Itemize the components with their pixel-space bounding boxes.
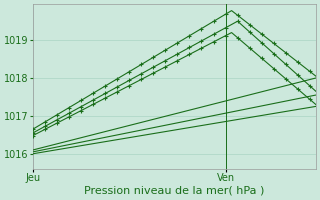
X-axis label: Pression niveau de la mer( hPa ): Pression niveau de la mer( hPa ) (84, 186, 265, 196)
